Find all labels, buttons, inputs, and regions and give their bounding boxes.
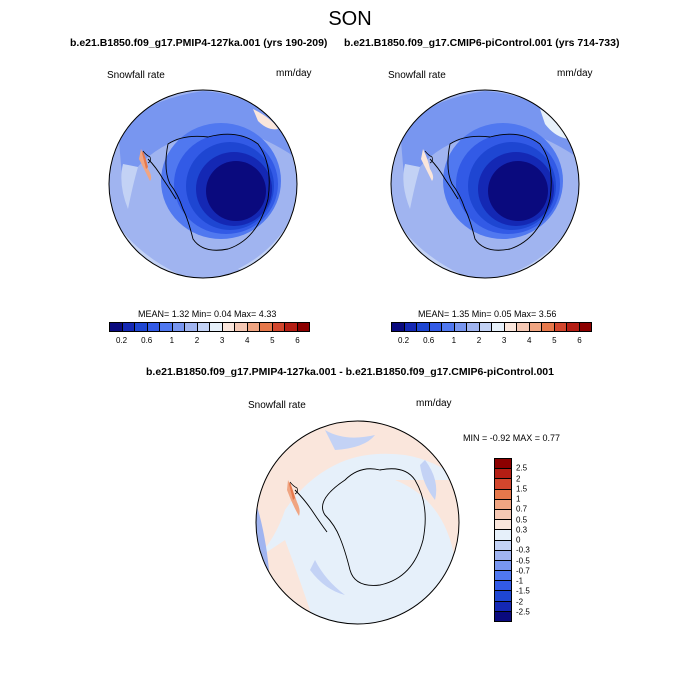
diff-colorbar-box bbox=[495, 611, 511, 621]
diff-colorbar-tick-label: -1 bbox=[516, 576, 524, 586]
panel-1-colorbar-box bbox=[285, 323, 298, 331]
diff-colorbar-tick-label: -2.5 bbox=[516, 607, 530, 617]
diff-colorbar-box bbox=[495, 591, 511, 602]
diff-colorbar-box bbox=[495, 530, 511, 541]
diff-colorbar-box bbox=[495, 581, 511, 592]
diff-variable-label: Snowfall rate bbox=[248, 400, 306, 411]
diff-colorbar-box bbox=[495, 459, 511, 470]
panel-2-stats: MEAN= 1.35 Min= 0.05 Max= 3.56 bbox=[418, 309, 557, 319]
diff-colorbar-box bbox=[495, 540, 511, 551]
panel-1-colorbar-box bbox=[147, 323, 160, 331]
panel-1-colorbar-tick-label: 5 bbox=[270, 336, 275, 345]
diff-colorbar bbox=[494, 458, 512, 622]
panel-1-colorbar-box bbox=[185, 323, 198, 331]
panel-2-colorbar-box bbox=[467, 323, 480, 331]
panel-2-colorbar-tick-label: 4 bbox=[526, 336, 532, 345]
panel-2-colorbar-tick-label: 6 bbox=[577, 336, 582, 345]
panel-1-stats: MEAN= 1.32 Min= 0.04 Max= 4.33 bbox=[138, 309, 277, 319]
panel-1-colorbar-tick-label: 1 bbox=[169, 336, 175, 345]
diff-colorbar-box bbox=[495, 489, 511, 500]
panel-2-colorbar-box bbox=[529, 323, 542, 331]
panel-1-colorbar-box bbox=[160, 323, 173, 331]
panel-2-colorbar-tick-label: 3 bbox=[501, 336, 507, 345]
panel-1-colorbar-box bbox=[272, 323, 285, 331]
diff-colorbar-box bbox=[495, 601, 511, 612]
panel-2-colorbar bbox=[391, 322, 592, 332]
panel-1-colorbar-box bbox=[110, 323, 123, 331]
diff-colorbar-tick-label: 0 bbox=[516, 535, 521, 545]
panel-1-colorbar-box bbox=[210, 323, 223, 331]
panel-1-units-label: mm/day bbox=[276, 68, 312, 79]
diff-colorbar-box bbox=[495, 499, 511, 510]
panel-1-colorbar-box bbox=[222, 323, 235, 331]
panel-1-colorbar bbox=[109, 322, 310, 332]
panel-2-colorbar-box bbox=[442, 323, 455, 331]
panel-2-colorbar-tick-label: 0.2 bbox=[398, 336, 410, 345]
diff-panel-title: b.e21.B1850.f09_g17.PMIP4-127ka.001 - b.… bbox=[146, 366, 554, 378]
diff-colorbar-tick-label: 2 bbox=[516, 474, 521, 483]
diff-colorbar-box bbox=[495, 509, 511, 521]
panel-1-variable-label: Snowfall rate bbox=[107, 70, 165, 81]
diff-colorbar-tick-label: -0.5 bbox=[516, 556, 530, 565]
panel-2-colorbar-box bbox=[504, 323, 517, 331]
panel-1-polar-map bbox=[108, 89, 298, 279]
panel-1-colorbar-box bbox=[172, 323, 185, 331]
diff-polar-map bbox=[255, 420, 460, 625]
diff-colorbar-box bbox=[495, 479, 511, 490]
panel-2-colorbar-box bbox=[429, 323, 442, 331]
panel-2-colorbar-box bbox=[392, 323, 405, 331]
panel-2-units-label: mm/day bbox=[557, 68, 593, 79]
panel-2-colorbar-tick-label: 2 bbox=[476, 336, 482, 345]
panel-1-colorbar-box bbox=[260, 323, 273, 331]
panel-2-colorbar-box bbox=[479, 323, 492, 331]
panel-2-colorbar-tick-label: 1 bbox=[451, 336, 457, 345]
diff-colorbar-box bbox=[495, 560, 511, 572]
diff-colorbar-tick-label: -0.3 bbox=[516, 545, 530, 555]
diff-stats: MIN = -0.92 MAX = 0.77 bbox=[463, 433, 561, 443]
diff-colorbar-tick-label: 0.5 bbox=[516, 515, 528, 524]
panel-1-colorbar-box bbox=[197, 323, 210, 331]
panel-2-colorbar-box bbox=[567, 323, 580, 331]
diff-colorbar-tick-label: -0.7 bbox=[516, 566, 530, 576]
diff-colorbar-box bbox=[495, 550, 511, 561]
diff-colorbar-box bbox=[495, 520, 511, 531]
diff-colorbar-tick-label: 0.7 bbox=[516, 504, 528, 514]
panel-1-colorbar-tick-label: 0.2 bbox=[116, 336, 128, 345]
panel-2-colorbar-box bbox=[417, 323, 430, 331]
panel-1-run-title: b.e21.B1850.f09_g17.PMIP4-127ka.001 (yrs… bbox=[70, 37, 328, 49]
panel-2-colorbar-box bbox=[579, 323, 591, 331]
diff-units-label: mm/day bbox=[416, 398, 452, 409]
panel-1-colorbar-tick-label: 0.6 bbox=[141, 336, 153, 345]
panel-2-colorbar-box bbox=[517, 323, 530, 331]
panel-2-colorbar-tick-label: 5 bbox=[552, 336, 557, 345]
panel-2-variable-label: Snowfall rate bbox=[388, 70, 446, 81]
diff-colorbar-tick-label: 0.3 bbox=[516, 525, 528, 535]
panel-1-colorbar-tick-label: 3 bbox=[219, 336, 225, 345]
panel-2-colorbar-box bbox=[542, 323, 555, 331]
panel-1-colorbar-box bbox=[122, 323, 135, 331]
diff-colorbar-tick-label: -1.5 bbox=[516, 586, 530, 596]
panel-2-polar-map bbox=[390, 89, 580, 279]
panel-2-colorbar-box bbox=[492, 323, 505, 331]
panel-2-colorbar-box bbox=[404, 323, 417, 331]
figure-title: SON bbox=[328, 8, 372, 30]
panel-2-colorbar-tick-label: 0.6 bbox=[423, 336, 435, 345]
diff-colorbar-tick-label: -2 bbox=[516, 597, 524, 606]
panel-2-colorbar-box bbox=[554, 323, 567, 331]
panel-1-colorbar-tick-label: 2 bbox=[194, 336, 200, 345]
panel-1-colorbar-tick-label: 4 bbox=[244, 336, 250, 345]
panel-1-colorbar-box bbox=[297, 323, 309, 331]
panel-1-colorbar-box bbox=[135, 323, 148, 331]
panel-1-colorbar-tick-label: 6 bbox=[295, 336, 300, 345]
diff-colorbar-tick-label: 2.5 bbox=[516, 463, 528, 473]
panel-2-run-title: b.e21.B1850.f09_g17.CMIP6-piControl.001 … bbox=[344, 37, 620, 49]
panel-2-colorbar-box bbox=[454, 323, 467, 331]
diff-colorbar-tick-label: 1.5 bbox=[516, 484, 528, 494]
panel-1-colorbar-box bbox=[235, 323, 248, 331]
diff-colorbar-box bbox=[495, 571, 511, 582]
diff-colorbar-box bbox=[495, 469, 511, 480]
panel-1-colorbar-box bbox=[247, 323, 260, 331]
diff-colorbar-tick-label: 1 bbox=[516, 494, 521, 504]
